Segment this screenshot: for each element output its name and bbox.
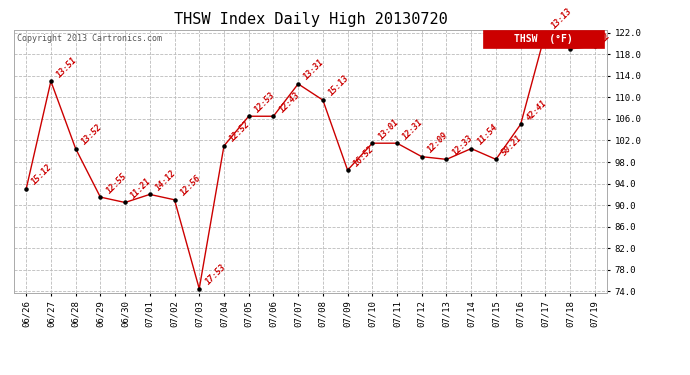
Point — [194, 286, 205, 292]
Text: 14:12: 14:12 — [154, 168, 178, 192]
Text: 16:52: 16:52 — [352, 144, 376, 168]
Text: 13:51: 13:51 — [55, 55, 79, 79]
Text: 12:33: 12:33 — [451, 133, 475, 157]
Text: THSW  (°F): THSW (°F) — [514, 34, 573, 44]
Text: 13:01: 13:01 — [377, 117, 400, 141]
Text: 15:13: 15:13 — [327, 74, 351, 98]
Point — [317, 97, 328, 103]
Point — [46, 78, 57, 84]
Text: 13:31: 13:31 — [302, 58, 326, 82]
Point — [367, 140, 378, 146]
Text: Copyright 2013 Cartronics.com: Copyright 2013 Cartronics.com — [17, 34, 161, 43]
Point — [169, 197, 180, 203]
Point — [268, 113, 279, 119]
Text: 50:21: 50:21 — [500, 133, 524, 157]
Text: 11:54: 11:54 — [475, 122, 500, 146]
FancyBboxPatch shape — [482, 30, 604, 48]
Text: 12: 12 — [574, 33, 588, 47]
Text: 12:43: 12:43 — [277, 90, 302, 114]
Point — [515, 122, 526, 128]
Point — [441, 156, 452, 162]
Point — [119, 200, 130, 206]
Point — [219, 143, 230, 149]
Text: 12:31: 12:31 — [401, 117, 425, 141]
Text: 13:52: 13:52 — [80, 122, 104, 146]
Point — [466, 146, 477, 152]
Text: 17:53: 17:53 — [204, 262, 228, 286]
Point — [589, 43, 600, 49]
Point — [95, 194, 106, 200]
Text: 13:13: 13:13 — [549, 6, 573, 30]
Text: 12:56: 12:56 — [179, 174, 203, 198]
Point — [21, 186, 32, 192]
Text: 12:53: 12:53 — [253, 90, 277, 114]
Text: 12:09: 12:09 — [426, 130, 450, 154]
Text: 12:52: 12:52 — [228, 120, 252, 144]
Point — [342, 167, 353, 173]
Title: THSW Index Daily High 20130720: THSW Index Daily High 20130720 — [174, 12, 447, 27]
Point — [416, 154, 427, 160]
Point — [564, 46, 575, 52]
Point — [491, 156, 502, 162]
Text: 12: 12 — [599, 31, 613, 44]
Point — [70, 146, 81, 152]
Text: 15:12: 15:12 — [30, 163, 55, 187]
Text: 42:41: 42:41 — [525, 98, 549, 122]
Text: 11:21: 11:21 — [129, 176, 153, 200]
Point — [540, 30, 551, 36]
Point — [144, 191, 155, 197]
Point — [293, 81, 304, 87]
Point — [243, 113, 254, 119]
Point — [391, 140, 402, 146]
Text: 12:55: 12:55 — [104, 171, 128, 195]
